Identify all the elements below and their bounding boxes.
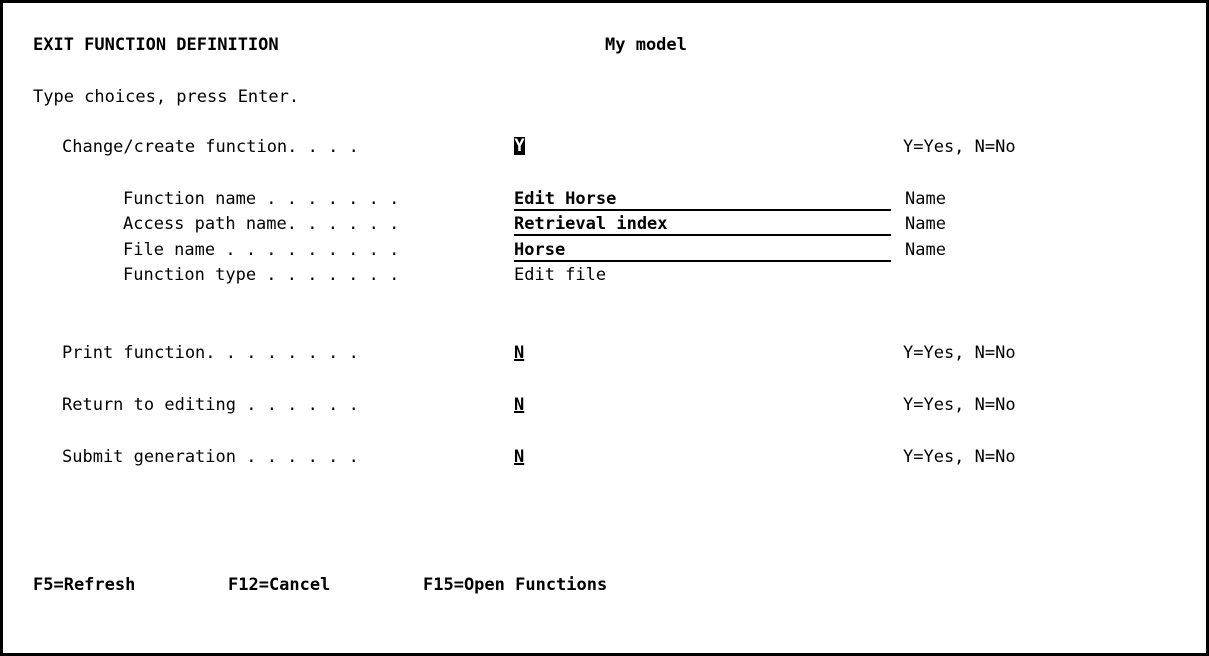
print-function-hint: Y=Yes, N=No [903, 343, 1016, 363]
change-create-hint: Y=Yes, N=No [903, 137, 1016, 157]
submit-generation-label: Submit generation . . . . . . [62, 447, 359, 467]
submit-generation-hint: Y=Yes, N=No [903, 447, 1016, 467]
return-to-editing-input[interactable]: N [514, 395, 525, 415]
access-path-hint: Name [905, 214, 946, 234]
function-name-hint: Name [905, 189, 946, 209]
screen-title: EXIT FUNCTION DEFINITION [33, 35, 279, 55]
file-name-input[interactable]: Horse [514, 240, 891, 262]
model-name: My model [605, 35, 687, 55]
f5-refresh-key[interactable]: F5=Refresh [33, 575, 136, 595]
f12-cancel-key[interactable]: F12=Cancel [228, 575, 331, 595]
function-type-value: Edit file [514, 265, 607, 285]
print-function-input[interactable]: N [514, 343, 525, 363]
change-create-input[interactable]: Y [514, 136, 525, 156]
file-name-label: File name . . . . . . . . . [123, 240, 400, 260]
return-to-editing-hint: Y=Yes, N=No [903, 395, 1016, 415]
access-path-input[interactable]: Retrieval index [514, 214, 891, 236]
f15-open-functions-key[interactable]: F15=Open Functions [423, 575, 608, 595]
file-name-hint: Name [905, 240, 946, 260]
instructions: Type choices, press Enter. [33, 87, 300, 107]
print-function-label: Print function. . . . . . . . [62, 343, 359, 363]
change-create-label: Change/create function. . . . [62, 137, 359, 157]
function-type-label: Function type . . . . . . . [123, 265, 400, 285]
function-name-input[interactable]: Edit Horse [514, 189, 891, 211]
return-to-editing-label: Return to editing . . . . . . [62, 395, 359, 415]
submit-generation-input[interactable]: N [514, 447, 525, 467]
function-name-label: Function name . . . . . . . [123, 189, 400, 209]
access-path-label: Access path name. . . . . . [123, 214, 400, 234]
